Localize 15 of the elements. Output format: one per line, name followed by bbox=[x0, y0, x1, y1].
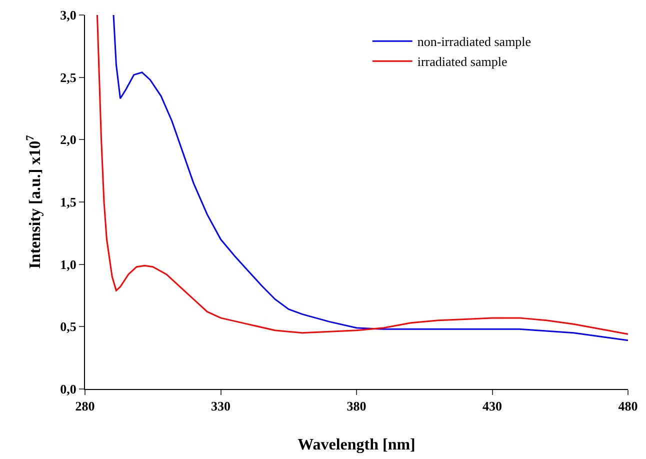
y-tick-label: 1,5 bbox=[60, 194, 77, 210]
legend-label: irradiated sample bbox=[417, 54, 508, 70]
x-tick-label: 330 bbox=[211, 398, 230, 414]
x-axis-title: Wavelength [nm] bbox=[298, 436, 416, 454]
y-tick-label: 2,0 bbox=[60, 132, 76, 148]
y-tick-label: 3,0 bbox=[60, 8, 76, 23]
y-tick-label: 0,5 bbox=[60, 319, 77, 334]
y-tick-label: 2,5 bbox=[60, 70, 77, 85]
x-tick-label: 480 bbox=[618, 398, 638, 414]
y-tick-label: 1,0 bbox=[60, 256, 76, 272]
x-tick-label: 430 bbox=[482, 398, 502, 414]
legend-label: non-irradiated sample bbox=[417, 34, 532, 50]
x-tick-label: 380 bbox=[346, 398, 366, 414]
y-tick-label: 0,0 bbox=[60, 382, 76, 397]
x-tick-label: 280 bbox=[75, 398, 95, 414]
